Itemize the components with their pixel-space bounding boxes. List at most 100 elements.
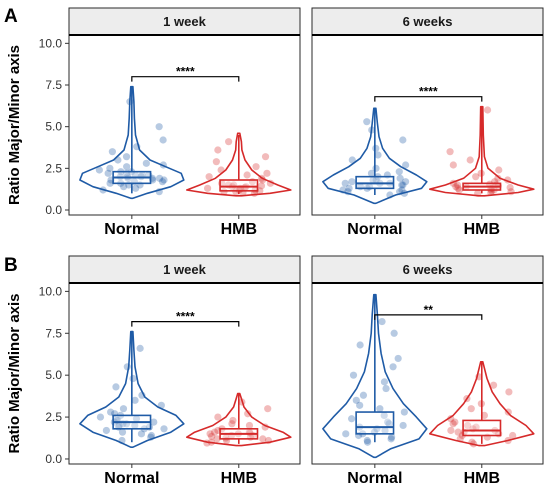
- data-point: [349, 371, 358, 379]
- data-point: [454, 184, 462, 192]
- data-point: [447, 415, 455, 423]
- data-point: [466, 156, 474, 164]
- data-point: [259, 435, 267, 443]
- facet-1-week: 1 week 0.0 2.5 5.0 7.5 10.0 Normal HMB ****: [39, 255, 301, 487]
- data-point: [95, 166, 103, 174]
- facet-6-weeks: 6 weeks Normal HMB ****: [311, 7, 544, 238]
- box-iqr: [219, 179, 259, 192]
- data-point: [390, 329, 398, 337]
- data-point: [398, 181, 406, 189]
- facet-strip-label: 6 weeks: [403, 14, 453, 29]
- data-point: [348, 415, 356, 423]
- data-point: [381, 426, 389, 435]
- group-normal: Normal: [79, 85, 185, 238]
- data-point: [257, 182, 266, 190]
- y-tick-label: 2.5: [45, 161, 62, 175]
- significance-bracket: [131, 76, 240, 82]
- data-point: [155, 123, 163, 131]
- data-point: [106, 179, 114, 187]
- data-point: [131, 396, 139, 404]
- data-point: [235, 186, 243, 194]
- data-point: [356, 401, 364, 409]
- group-normal: Normal: [322, 293, 428, 487]
- x-category-label: Normal: [104, 221, 159, 238]
- data-point: [155, 174, 164, 182]
- data-point: [374, 151, 382, 159]
- facet-strip: [311, 255, 544, 284]
- data-point: [363, 438, 372, 446]
- group-normal: Normal: [79, 330, 185, 487]
- data-point: [220, 188, 228, 196]
- data-point: [112, 383, 120, 391]
- facet-6-weeks: 6 weeks Normal HMB **: [311, 255, 544, 487]
- data-point: [454, 428, 462, 436]
- data-point: [488, 187, 496, 195]
- data-point: [506, 183, 514, 192]
- data-point: [244, 410, 252, 418]
- data-point: [123, 163, 131, 171]
- data-point: [131, 421, 139, 430]
- data-point: [341, 179, 349, 187]
- data-point: [132, 184, 140, 192]
- data-point: [263, 169, 271, 177]
- data-point: [158, 178, 167, 186]
- violin-shape: [186, 132, 292, 197]
- data-point: [208, 432, 216, 440]
- data-point: [213, 435, 221, 443]
- y-tick-label: 5.0: [45, 368, 62, 382]
- data-point: [160, 425, 168, 433]
- significance-label: ****: [176, 310, 195, 324]
- y-tick-label: 0.0: [45, 452, 62, 466]
- data-point: [378, 317, 386, 326]
- box-iqr: [462, 419, 502, 437]
- data-point: [399, 181, 407, 189]
- data-point: [150, 418, 158, 426]
- data-point: [372, 144, 380, 152]
- x-category-label: HMB: [221, 470, 257, 487]
- data-point: [380, 378, 389, 386]
- facet-strip-label: 1 week: [163, 262, 206, 277]
- data-point: [137, 430, 146, 438]
- data-point: [385, 420, 393, 428]
- data-point: [402, 161, 410, 169]
- data-point: [222, 434, 230, 442]
- violin-shape: [322, 293, 428, 459]
- chart-panel-a: A Ratio Major/Minor axis 1 week 0.0 2.5 5.0 7.…: [4, 6, 544, 238]
- data-point: [228, 420, 236, 428]
- facet-strip-label: 1 week: [163, 14, 206, 29]
- data-point: [455, 186, 463, 194]
- group-hmb: HMB: [429, 105, 535, 238]
- data-point: [159, 136, 167, 144]
- significance-label: **: [424, 303, 434, 317]
- y-tick-label: 10.0: [39, 284, 63, 298]
- significance-label: ****: [176, 65, 195, 79]
- data-point: [446, 148, 454, 156]
- data-point: [399, 421, 407, 430]
- data-point: [367, 169, 376, 177]
- data-point: [104, 169, 112, 177]
- violin-shape: [429, 361, 535, 447]
- data-point: [400, 408, 408, 416]
- data-point: [363, 118, 371, 126]
- facet-strip: [311, 7, 544, 36]
- data-point: [399, 136, 407, 144]
- data-point: [495, 166, 503, 174]
- group-normal: Normal: [322, 107, 428, 238]
- data-point: [369, 176, 377, 184]
- data-point: [210, 428, 219, 436]
- data-point: [494, 174, 502, 182]
- data-point: [264, 405, 272, 413]
- data-point: [398, 186, 406, 194]
- y-tick-label: 2.5: [45, 410, 62, 424]
- y-tick-label: 10.0: [39, 36, 63, 50]
- data-point: [348, 178, 356, 186]
- data-point: [102, 426, 110, 435]
- x-category-label: HMB: [464, 470, 500, 487]
- data-point: [372, 164, 380, 172]
- data-point: [258, 176, 267, 184]
- data-point: [401, 178, 410, 186]
- data-point: [245, 421, 254, 430]
- panel-label: A: [4, 6, 18, 27]
- group-hmb: HMB: [186, 392, 292, 487]
